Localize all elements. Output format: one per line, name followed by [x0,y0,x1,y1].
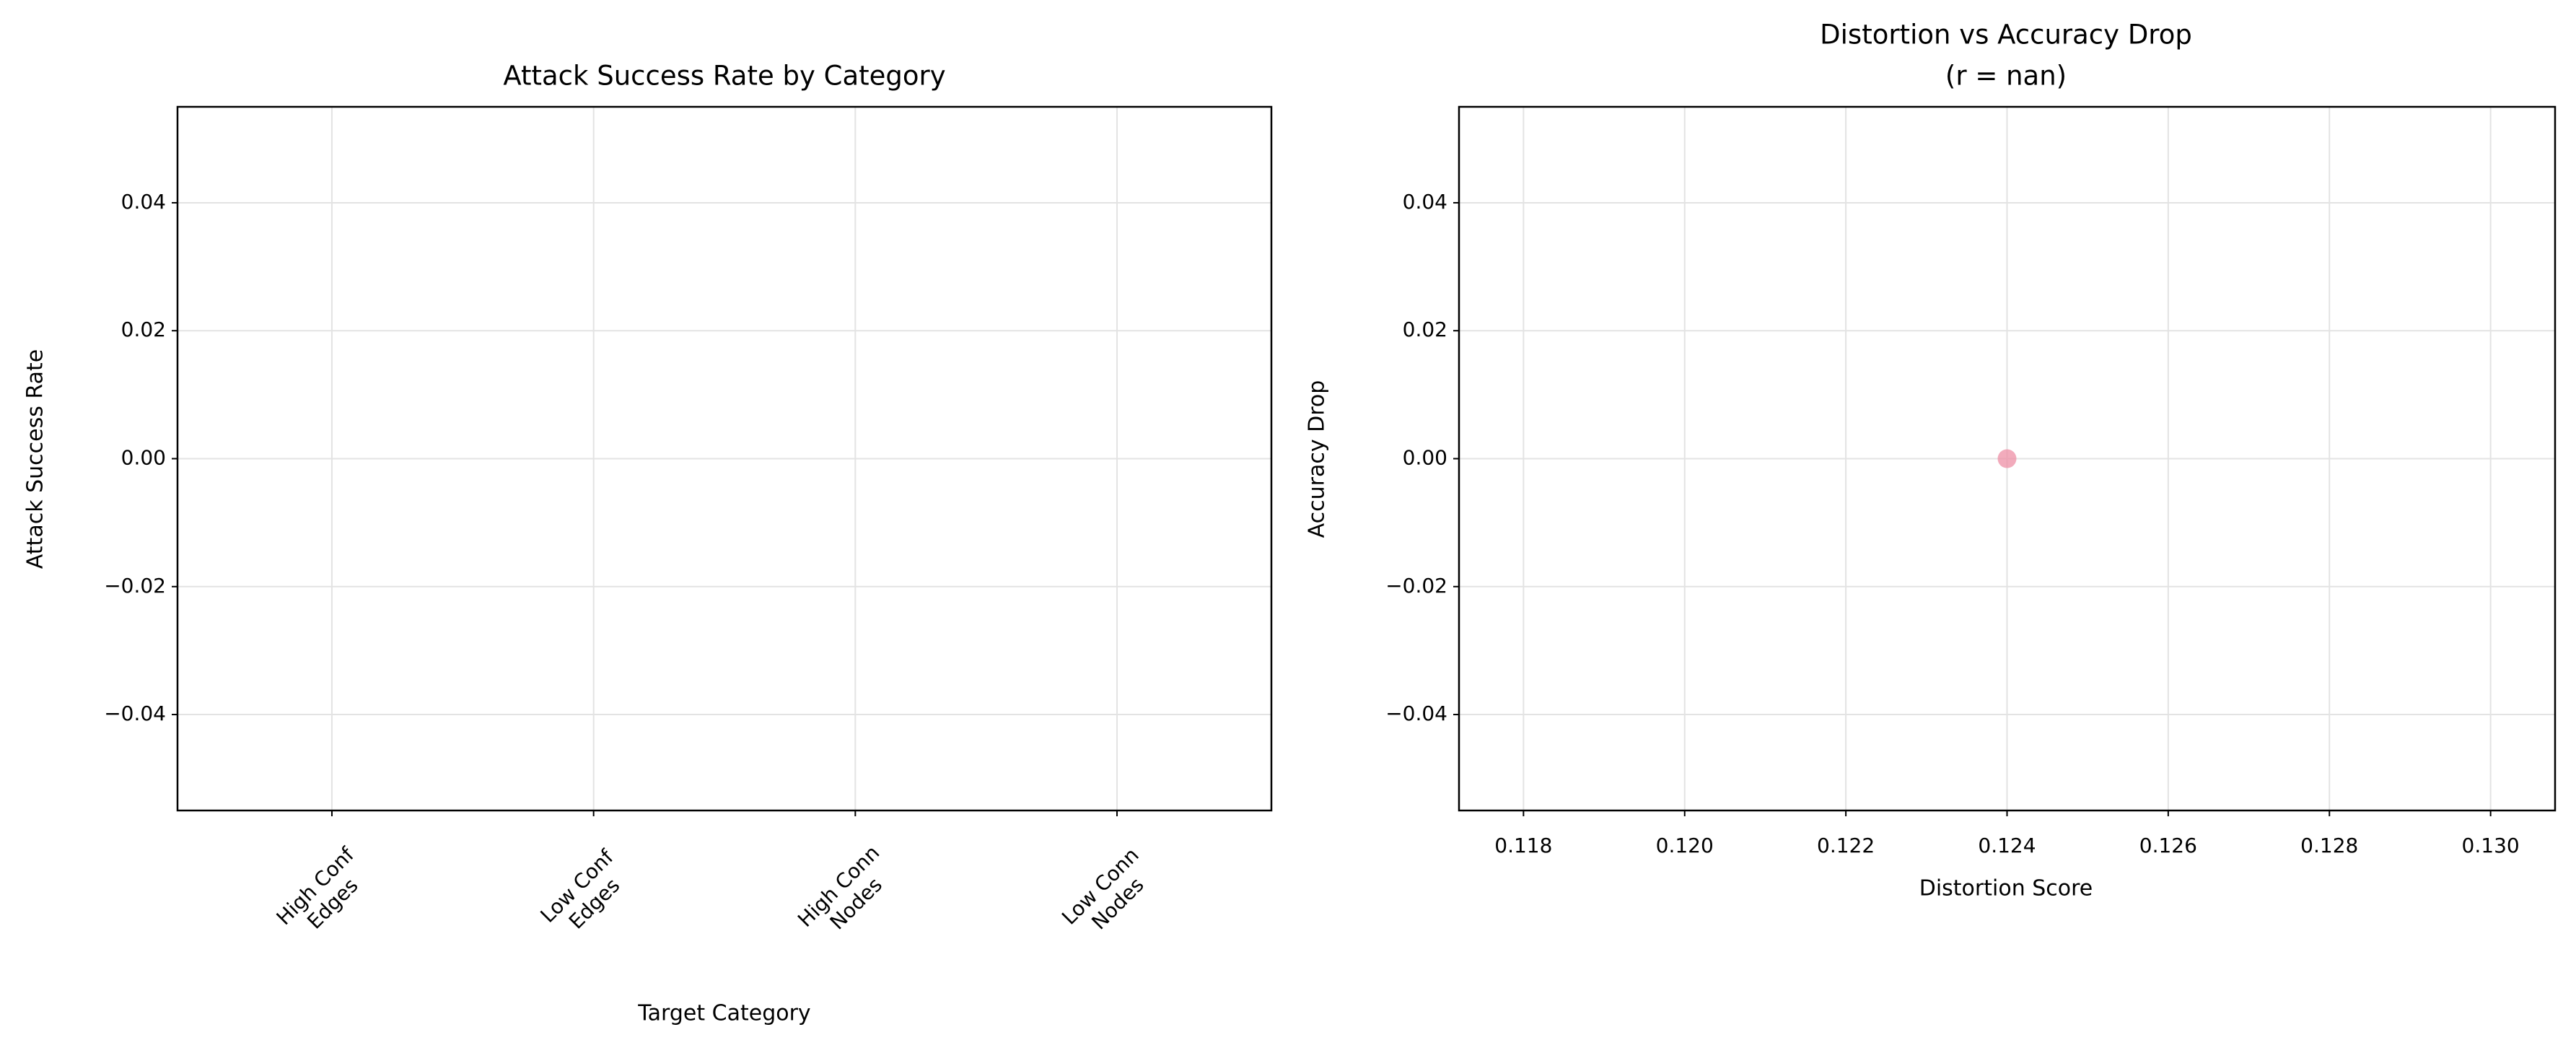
x-tick-label: 0.128 [2300,834,2358,857]
y-tick-label: 0.04 [121,190,166,214]
x-tick-label: 0.118 [1494,834,1552,857]
point [1997,449,2017,468]
y-tick-label: 0.00 [1403,446,1447,470]
y-axis-label: Attack Success Rate [23,349,48,569]
grid [178,107,1271,810]
y-tick-label: −0.02 [104,574,166,598]
x-axis-label: Distortion Score [1919,876,2093,901]
y-tick-label: 0.02 [121,318,166,341]
y-tick-label: 0.04 [1403,190,1447,214]
x-tick-label: 0.130 [2462,834,2520,857]
chart-title: Distortion vs Accuracy Drop [1820,19,2192,51]
y-tick-label: 0.02 [1403,318,1447,341]
x-tick-label: 0.126 [2139,834,2197,857]
chart-title: Attack Success Rate by Category [503,61,945,92]
axes-frame [176,105,1273,812]
y-axis-label: Accuracy Drop [1305,380,1330,538]
chart-title: (r = nan) [1945,61,2067,92]
y-tick-label: −0.04 [104,702,166,725]
y-tick-label: 0.00 [121,446,166,470]
x-tick-label: 0.124 [1978,834,2036,857]
axes-frame [1458,105,2557,812]
x-axis-label: Target Category [637,1001,810,1026]
y-tick-label: −0.02 [1385,574,1447,598]
y-tick-label: −0.04 [1385,702,1447,725]
x-tick-label: 0.120 [1656,834,1714,857]
x-tick-label: 0.122 [1817,834,1875,857]
